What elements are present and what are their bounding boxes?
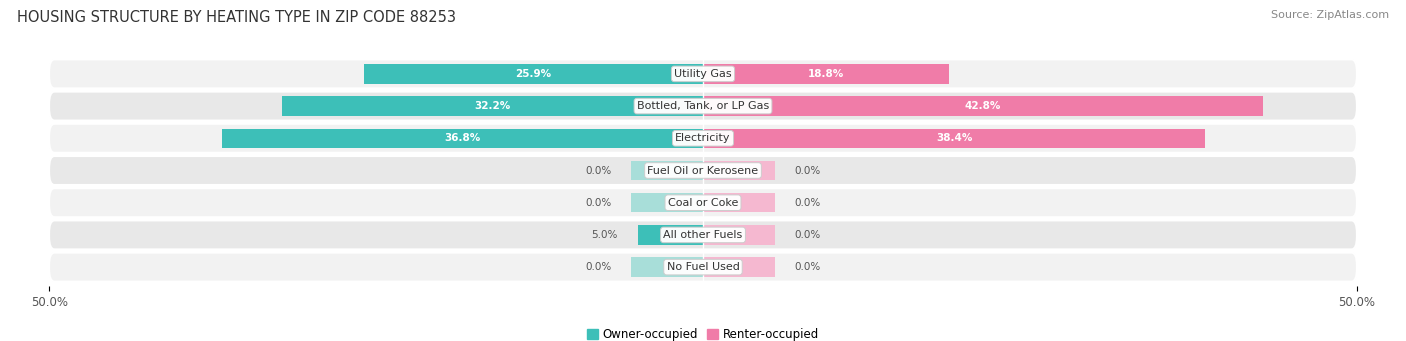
FancyBboxPatch shape bbox=[49, 253, 1357, 282]
Text: Bottled, Tank, or LP Gas: Bottled, Tank, or LP Gas bbox=[637, 101, 769, 111]
Text: No Fuel Used: No Fuel Used bbox=[666, 262, 740, 272]
Text: 0.0%: 0.0% bbox=[794, 262, 821, 272]
FancyBboxPatch shape bbox=[49, 124, 1357, 153]
Bar bbox=[283, 97, 703, 116]
Text: 0.0%: 0.0% bbox=[585, 262, 612, 272]
Text: 25.9%: 25.9% bbox=[516, 69, 551, 79]
Bar bbox=[364, 64, 703, 84]
Bar bbox=[222, 129, 703, 148]
Bar bbox=[703, 97, 1263, 116]
Text: 32.2%: 32.2% bbox=[474, 101, 510, 111]
Text: 38.4%: 38.4% bbox=[936, 133, 972, 143]
Text: 36.8%: 36.8% bbox=[444, 133, 481, 143]
Text: 0.0%: 0.0% bbox=[794, 230, 821, 240]
Text: 5.0%: 5.0% bbox=[592, 230, 619, 240]
Bar bbox=[638, 225, 703, 244]
Bar bbox=[631, 257, 703, 277]
Bar bbox=[631, 193, 703, 212]
Text: 0.0%: 0.0% bbox=[585, 165, 612, 176]
Text: Electricity: Electricity bbox=[675, 133, 731, 143]
Text: Utility Gas: Utility Gas bbox=[675, 69, 731, 79]
FancyBboxPatch shape bbox=[49, 59, 1357, 88]
Text: 42.8%: 42.8% bbox=[965, 101, 1001, 111]
Text: All other Fuels: All other Fuels bbox=[664, 230, 742, 240]
Text: Fuel Oil or Kerosene: Fuel Oil or Kerosene bbox=[647, 165, 759, 176]
FancyBboxPatch shape bbox=[49, 156, 1357, 185]
Text: 0.0%: 0.0% bbox=[585, 198, 612, 208]
FancyBboxPatch shape bbox=[49, 92, 1357, 121]
Bar bbox=[703, 225, 775, 244]
Legend: Owner-occupied, Renter-occupied: Owner-occupied, Renter-occupied bbox=[582, 323, 824, 341]
Bar bbox=[703, 161, 775, 180]
Text: 0.0%: 0.0% bbox=[794, 165, 821, 176]
Text: 0.0%: 0.0% bbox=[794, 198, 821, 208]
FancyBboxPatch shape bbox=[49, 188, 1357, 217]
Bar bbox=[703, 193, 775, 212]
Bar bbox=[631, 161, 703, 180]
Bar bbox=[703, 257, 775, 277]
Text: 18.8%: 18.8% bbox=[808, 69, 844, 79]
FancyBboxPatch shape bbox=[49, 220, 1357, 249]
Bar bbox=[703, 64, 949, 84]
Bar bbox=[703, 129, 1205, 148]
Text: Source: ZipAtlas.com: Source: ZipAtlas.com bbox=[1271, 10, 1389, 20]
Text: Coal or Coke: Coal or Coke bbox=[668, 198, 738, 208]
Text: HOUSING STRUCTURE BY HEATING TYPE IN ZIP CODE 88253: HOUSING STRUCTURE BY HEATING TYPE IN ZIP… bbox=[17, 10, 456, 25]
